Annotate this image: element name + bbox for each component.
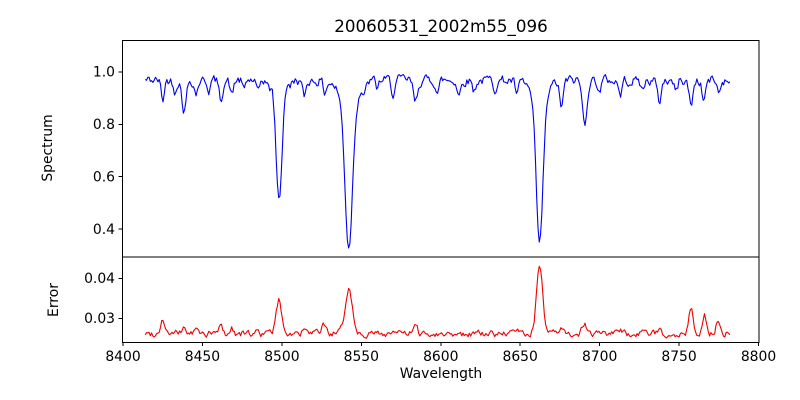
x-tick-label: 8600 — [423, 349, 458, 365]
plot-layer: 0.4 0.6 0.8 1.0 0.03 0.04 8400 8450 8500 8550 8600… — [84, 40, 776, 365]
spectrum-y-tick-label: 0.6 — [93, 169, 115, 185]
chart-title: 20060531_2002m55_096 — [334, 16, 547, 37]
x-tick-label: 8500 — [264, 349, 299, 365]
error-y-tick-label: 0.04 — [84, 271, 115, 287]
x-tick-label: 8550 — [344, 349, 379, 365]
error-y-axis-label: Error — [46, 283, 62, 317]
x-tick-label: 8650 — [503, 349, 538, 365]
x-axis-label: Wavelength — [400, 366, 482, 382]
spectrum-y-tick-label: 0.4 — [93, 222, 115, 238]
spectrum-spine-box — [122, 40, 760, 258]
spectrum-data-line — [144, 73, 731, 249]
spectrum-y-tick-label: 1.0 — [93, 65, 115, 81]
error-y-tick-label: 0.03 — [84, 311, 115, 327]
x-tick-label: 8450 — [185, 349, 220, 365]
x-tick-label: 8800 — [741, 349, 776, 365]
spectrum-y-axis-label: Spectrum — [40, 114, 56, 181]
error-data-line — [144, 265, 731, 339]
x-tick-label: 8750 — [661, 349, 696, 365]
x-tick-label: 8400 — [105, 349, 140, 365]
spectrum-y-tick-label: 0.8 — [93, 117, 115, 133]
x-tick-label: 8700 — [582, 349, 617, 365]
